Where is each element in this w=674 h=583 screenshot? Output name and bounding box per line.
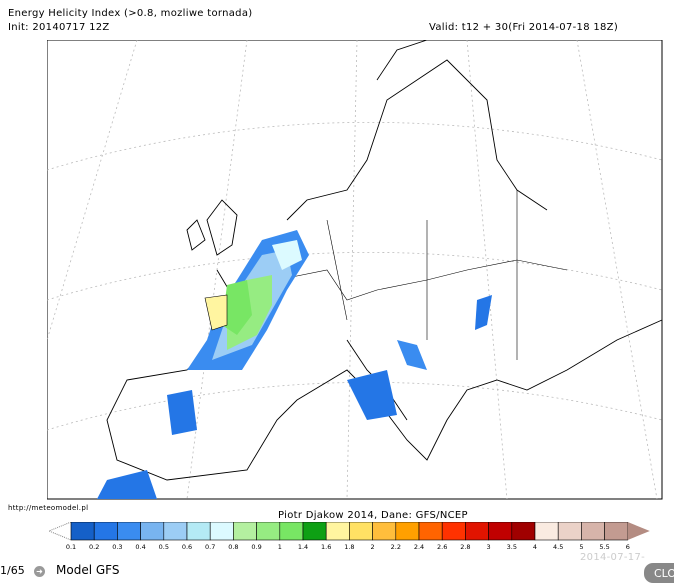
colorbar-tick-label: 0.4: [135, 543, 145, 551]
graticule: [47, 40, 663, 500]
colorbar-bin: [279, 522, 304, 541]
colorbar-bin: [534, 522, 559, 541]
colorbar-bin: [418, 522, 443, 541]
colorbar-tick-label: 0.6: [182, 543, 192, 551]
colorbar-tick-label: 2: [371, 543, 375, 551]
model-name: Model GFS: [56, 563, 120, 577]
colorbar-bin: [441, 522, 466, 541]
colorbar-tick-label: 0.9: [251, 543, 261, 551]
colorbar-bin: [557, 522, 582, 541]
colorbar-bin: [395, 522, 420, 541]
colorbar-bin: [140, 522, 165, 541]
colorbar-tick-label: 3.5: [507, 543, 517, 551]
colorbar-tick-label: 4: [533, 543, 537, 551]
colorbar: 0.1 0.2 0.3 0.4 0.5 0.6 0.7 0.8 0.9 1 1.4 1.6 1.8 2 2.…: [47, 522, 650, 551]
colorbar-tick-label: 0.7: [205, 543, 215, 551]
colorbar-tick-label: 0.3: [112, 543, 122, 551]
colorbar-tick-label: 2.4: [414, 543, 424, 551]
colorbar-bin: [372, 522, 397, 541]
colorbar-bin: [511, 522, 536, 541]
colorbar-tick-label: 1.4: [298, 543, 308, 551]
ehi-field: [97, 230, 492, 499]
colorbar-bin: [488, 522, 513, 541]
colorbar-tick-label: 6: [626, 543, 630, 551]
colorbar-tick-label: 0.5: [159, 543, 169, 551]
colorbar-tick-label: 0.8: [228, 543, 238, 551]
colorbar-bin: [256, 522, 281, 541]
init-time: Init: 20140717 12Z: [8, 22, 110, 33]
colorbar-tick-label: 1.6: [321, 543, 331, 551]
colorbar-bin: [163, 522, 188, 541]
credit: Piotr Djakow 2014, Dane: GFS/NCEP: [278, 510, 468, 521]
colorbar-tick-label: 0.2: [89, 543, 99, 551]
colorbar-bin: [465, 522, 489, 541]
valid-time: Valid: t12 + 30(Fri 2014-07-18 18Z): [429, 22, 619, 33]
borders: [276, 190, 568, 360]
colorbar-bin: [186, 522, 211, 541]
colorbar-under-arrow: [47, 522, 72, 541]
source-url: http://meteomodel.pl: [8, 504, 89, 512]
colorbar-bin: [117, 522, 141, 541]
colorbar-tick-label: 0.1: [66, 543, 76, 551]
colorbar-tick-label: 1.8: [344, 543, 354, 551]
colorbar-bin: [349, 522, 373, 541]
watermark: 2014-07-17-: [580, 552, 646, 563]
chart-title: Energy Helicity Index (>0.8, mozliwe tor…: [8, 8, 253, 19]
colorbar-bin: [93, 522, 118, 541]
colorbar-bin: [70, 522, 95, 541]
colorbar-tick-label: 2.6: [437, 543, 447, 551]
colorbar-tick-label: 2.8: [460, 543, 470, 551]
colorbar-tick-label: 4.5: [553, 543, 563, 551]
colorbar-tick-label: 5.5: [599, 543, 609, 551]
colorbar-bin: [325, 522, 350, 541]
colorbar-over-arrow: [627, 522, 650, 540]
close-button[interactable]: CLO: [644, 563, 674, 583]
frame-counter: 1/65: [0, 564, 25, 577]
map: [47, 40, 663, 500]
colorbar-bin: [233, 522, 257, 541]
colorbar-bin: [302, 522, 327, 541]
colorbar-tick-label: 1: [278, 543, 282, 551]
colorbar-tick-label: 3: [487, 543, 491, 551]
colorbar-tick-label: 5: [579, 543, 583, 551]
colorbar-bin: [581, 522, 605, 541]
colorbar-bin: [604, 522, 629, 541]
colorbar-bin: [209, 522, 234, 541]
colorbar-tick-label: 2.2: [391, 543, 401, 551]
next-frame-button[interactable]: ➜: [34, 566, 45, 577]
